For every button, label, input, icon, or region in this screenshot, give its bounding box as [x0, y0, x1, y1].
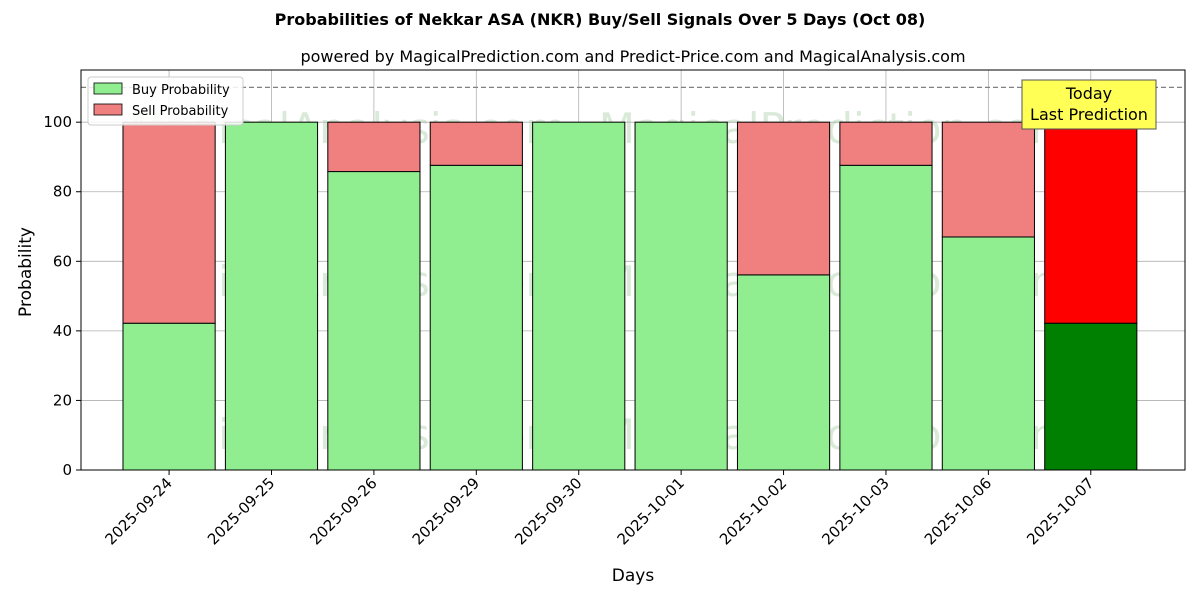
buy-bar: [736, 274, 831, 471]
buy-bar: [634, 121, 728, 471]
x-tick-label: 2025-09-25: [204, 474, 278, 548]
x-tick-label: 2025-09-29: [409, 474, 483, 548]
legend-label-buy: Buy Probability: [132, 83, 230, 98]
legend-label-sell: Sell Probability: [132, 104, 229, 119]
buy-bar: [839, 164, 933, 471]
sell-bar: [122, 121, 216, 324]
sell-bar: [1044, 121, 1138, 324]
sell-bar: [941, 121, 1035, 238]
legend: Buy Probability Sell Probability: [87, 76, 244, 126]
y-tick-label: 40: [53, 322, 72, 340]
legend-swatch-buy: [93, 82, 123, 95]
chart-title: Probabilities of Nekkar ASA (NKR) Buy/Se…: [275, 10, 926, 29]
x-tick-label: 2025-10-01: [614, 474, 688, 548]
today-annotation: Today Last Prediction: [1021, 79, 1157, 130]
y-tick-label: 20: [53, 391, 72, 409]
buy-bar: [327, 171, 421, 471]
x-tick-label: 2025-10-03: [818, 474, 892, 548]
x-axis-label: Days: [612, 566, 655, 586]
annotation-line-2: Last Prediction: [1030, 105, 1148, 124]
y-tick-label: 100: [43, 113, 72, 131]
plot-area: [80, 69, 1186, 471]
buy-bar: [941, 236, 1035, 471]
chart-subtitle: powered by MagicalPrediction.com and Pre…: [300, 47, 965, 66]
buy-bar: [1044, 322, 1138, 471]
legend-box: [87, 76, 244, 126]
y-tick-label: 0: [62, 461, 72, 479]
x-tick-label: 2025-09-26: [306, 474, 380, 548]
x-tick-label: 2025-10-06: [921, 474, 995, 548]
x-tick-label: 2025-10-07: [1023, 474, 1097, 548]
buy-bar: [429, 164, 523, 471]
y-tick-label: 60: [53, 252, 72, 270]
annotation-line-1: Today: [1065, 84, 1112, 103]
buy-bar: [122, 322, 216, 471]
sell-bar: [839, 121, 933, 166]
y-tick-label: 80: [53, 183, 72, 201]
x-tick-label: 2025-10-02: [716, 474, 790, 548]
buy-bar: [224, 121, 319, 471]
x-tick-label: 2025-09-30: [511, 474, 585, 548]
sell-bar: [429, 121, 523, 166]
x-tick-label: 2025-09-24: [102, 474, 176, 548]
y-axis-label: Probability: [16, 227, 36, 317]
annotation-box: [1021, 79, 1157, 130]
legend-swatch-sell: [93, 103, 123, 116]
bar-layer: [122, 121, 1138, 471]
sell-bar: [736, 121, 831, 276]
buy-bar: [532, 121, 626, 471]
sell-bar: [327, 121, 421, 173]
